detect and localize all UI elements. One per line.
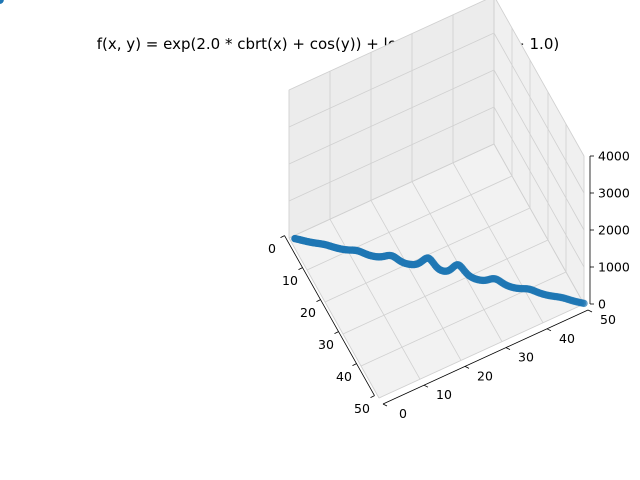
x-tick-mark (370, 395, 375, 398)
x-tick-label: 10 (282, 273, 298, 288)
z-grid-back (493, 143, 585, 305)
x-tick-mark (352, 363, 357, 366)
y-tick-mark (587, 309, 593, 313)
y-grid-floor (452, 162, 544, 323)
z-grid-left (288, 143, 495, 239)
y-tick-label: 20 (477, 368, 493, 383)
y-tick-mark (464, 366, 470, 369)
data-points (0, 0, 588, 308)
z-tick-label: 2000 (598, 223, 630, 238)
z-grid-back (493, 106, 585, 268)
x-tick-label: 30 (318, 337, 334, 352)
y-tick-mark (505, 347, 511, 350)
x-tick-label: 40 (336, 369, 352, 384)
x-tick-mark (298, 267, 303, 270)
x-tick-label: 0 (268, 241, 276, 256)
data-point (580, 299, 588, 308)
y-tick-mark (382, 403, 388, 407)
y-tick-label: 40 (559, 331, 575, 346)
y-grid-floor (370, 200, 462, 361)
x-grid-floor (306, 175, 513, 271)
y-tick-label: 50 (600, 312, 616, 327)
x-tick-mark (316, 299, 321, 302)
z-grid-back (495, 0, 585, 157)
y-tick-label: 0 (399, 406, 407, 421)
x-tick-label: 20 (300, 305, 316, 320)
data-point (0, 0, 4, 4)
x-tick-label: 50 (354, 401, 370, 416)
x-grid-floor (342, 239, 549, 335)
z-tick-label: 4000 (598, 149, 630, 164)
z-grid-back (493, 32, 585, 194)
y-tick-mark (546, 328, 552, 332)
y-axis-line (382, 309, 589, 405)
z-grid-left (288, 0, 487, 91)
z-tick-label: 3000 (598, 186, 630, 201)
z-tick-label: 1000 (598, 260, 630, 275)
y-grid-floor (288, 237, 380, 399)
z-grid-left (288, 32, 495, 128)
z-grid-back (493, 69, 585, 231)
z-grid-left (288, 69, 495, 165)
y-tick-mark (423, 384, 429, 388)
z-tick-label: 0 (598, 297, 606, 312)
x-grid-floor (378, 303, 585, 399)
x-tick-mark (334, 331, 339, 334)
z-grid-left (288, 106, 495, 202)
x-tick-mark (280, 235, 285, 238)
y-grid-floor (329, 219, 421, 380)
y-tick-label: 10 (436, 387, 452, 402)
x-axis-line (284, 235, 375, 396)
y-tick-label: 30 (518, 350, 534, 365)
